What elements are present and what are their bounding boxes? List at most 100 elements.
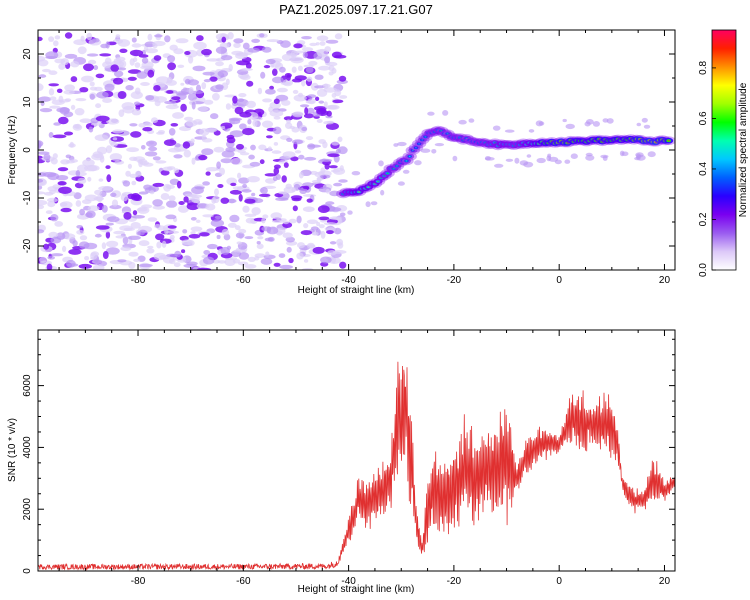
noise-speckle xyxy=(292,205,298,212)
noise-speckle xyxy=(129,173,138,178)
noise-speckle xyxy=(138,159,144,168)
noise-speckle xyxy=(325,39,339,44)
noise-speckle xyxy=(250,144,256,151)
noise-speckle xyxy=(130,131,142,138)
noise-speckle xyxy=(273,167,280,175)
noise-speckle xyxy=(288,218,297,224)
noise-speckle xyxy=(94,134,109,141)
noise-speckle xyxy=(318,65,331,71)
noise-speckle xyxy=(95,103,102,109)
noise-speckle xyxy=(265,178,276,184)
noise-speckle xyxy=(316,119,323,123)
noise-speckle xyxy=(152,205,165,210)
signal-side-blob xyxy=(378,160,384,167)
noise-speckle xyxy=(256,241,261,245)
noise-speckle xyxy=(48,36,55,42)
noise-speckle xyxy=(104,83,115,92)
colorbar-gradient xyxy=(712,30,736,270)
noise-speckle xyxy=(117,259,127,263)
noise-speckle xyxy=(54,221,64,227)
noise-speckle xyxy=(214,188,219,196)
noise-speckle xyxy=(207,243,218,250)
noise-speckle xyxy=(181,249,186,254)
noise-speckle xyxy=(280,40,291,48)
signal-side-blob xyxy=(442,110,449,116)
noise-speckle xyxy=(276,87,288,93)
noise-speckle xyxy=(302,51,308,59)
noise-speckle xyxy=(70,60,80,68)
noise-speckle xyxy=(273,262,281,267)
noise-speckle xyxy=(56,88,63,94)
noise-speckle xyxy=(115,34,121,38)
noise-speckle xyxy=(66,263,79,267)
noise-speckle xyxy=(153,85,161,92)
noise-speckle xyxy=(79,235,88,241)
noise-speckle xyxy=(259,33,265,38)
noise-speckle xyxy=(50,237,62,244)
noise-speckle xyxy=(48,231,59,238)
noise-speckle xyxy=(237,261,249,266)
signal-side-blob xyxy=(584,121,591,127)
noise-speckle xyxy=(192,65,206,72)
signal-side-blob xyxy=(526,154,532,158)
noise-speckle xyxy=(57,167,69,172)
signal-track-blob xyxy=(667,140,670,142)
noise-speckle xyxy=(195,219,201,223)
signal-track-blob xyxy=(405,160,408,162)
noise-speckle xyxy=(136,231,145,236)
noise-speckle xyxy=(105,145,113,154)
noise-speckle xyxy=(47,201,56,208)
signal-side-blob xyxy=(538,121,545,126)
noise-speckle xyxy=(232,186,244,190)
noise-speckle xyxy=(308,60,318,66)
noise-speckle xyxy=(328,71,334,76)
noise-speckle xyxy=(111,199,119,207)
noise-speckle xyxy=(286,246,292,253)
noise-speckle xyxy=(220,158,233,164)
noise-speckle xyxy=(286,137,293,142)
noise-speckle xyxy=(74,108,85,116)
noise-speckle xyxy=(87,205,100,212)
noise-speckle xyxy=(90,252,98,260)
noise-speckle xyxy=(314,85,326,89)
noise-speckle xyxy=(307,98,316,105)
noise-speckle xyxy=(261,46,272,53)
noise-speckle xyxy=(78,263,93,269)
noise-speckle xyxy=(173,48,184,55)
noise-speckle xyxy=(38,96,52,102)
noise-speckle xyxy=(288,257,294,264)
noise-speckle xyxy=(240,68,253,71)
noise-speckle xyxy=(39,108,53,113)
snr-y-tick-label: 6000 xyxy=(22,374,33,397)
noise-speckle xyxy=(129,49,144,57)
snr-y-tick-label: 2000 xyxy=(22,498,33,521)
noise-speckle xyxy=(127,235,141,240)
noise-speckle xyxy=(187,79,199,86)
noise-speckle xyxy=(329,216,342,221)
noise-speckle xyxy=(306,198,313,203)
noise-speckle xyxy=(42,171,57,178)
noise-speckle xyxy=(76,229,85,235)
noise-speckle xyxy=(146,140,157,147)
noise-speckle xyxy=(164,35,171,43)
noise-speckle xyxy=(213,146,225,153)
noise-speckle xyxy=(307,94,317,99)
noise-speckle xyxy=(153,96,167,103)
noise-speckle xyxy=(265,88,276,95)
noise-speckle xyxy=(319,174,331,179)
noise-speckle xyxy=(291,78,303,83)
noise-speckle xyxy=(230,157,243,165)
noise-speckle xyxy=(186,202,200,211)
noise-region xyxy=(38,32,348,270)
noise-speckle xyxy=(242,205,250,213)
noise-speckle xyxy=(136,207,148,212)
noise-speckle xyxy=(332,167,346,175)
noise-speckle xyxy=(122,180,131,187)
noise-speckle xyxy=(269,110,284,117)
signal-side-blob xyxy=(602,118,609,123)
noise-speckle xyxy=(331,92,337,98)
noise-speckle xyxy=(123,227,135,231)
spectrogram-y-tick-label: -20 xyxy=(22,238,33,253)
noise-speckle xyxy=(326,230,334,235)
noise-speckle xyxy=(221,228,230,236)
